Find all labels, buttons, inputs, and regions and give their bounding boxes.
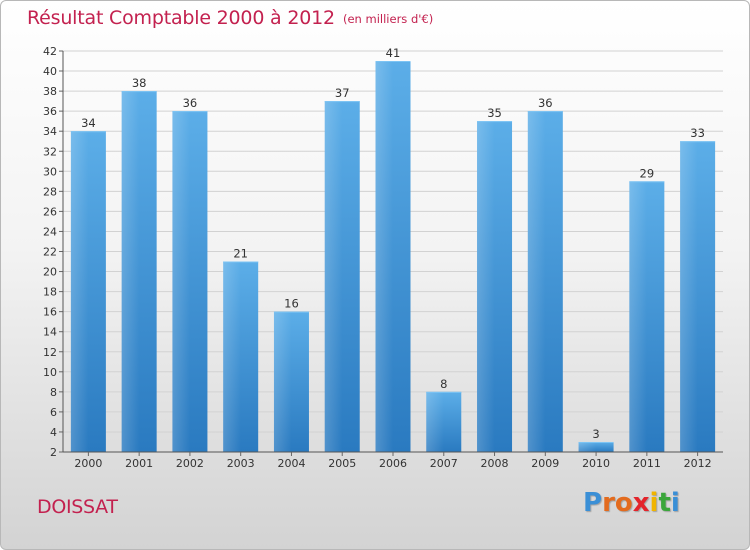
y-tick-label: 32 xyxy=(43,145,57,158)
y-tick-label: 36 xyxy=(43,105,57,118)
chart-unit: (en milliers d'€) xyxy=(343,12,434,26)
x-tick-label: 2003 xyxy=(227,457,255,470)
y-tick-label: 14 xyxy=(43,326,57,339)
y-tick-label: 8 xyxy=(50,386,57,399)
x-tick-label: 2005 xyxy=(328,457,356,470)
y-tick-label: 6 xyxy=(50,406,57,419)
data-label: 35 xyxy=(487,106,502,120)
data-label: 8 xyxy=(440,377,447,391)
bar-highlight xyxy=(223,261,241,452)
y-tick-label: 42 xyxy=(43,45,57,58)
logo-letter: t xyxy=(658,488,671,518)
x-tick-label: 2001 xyxy=(125,457,153,470)
y-tick-label: 12 xyxy=(43,346,57,359)
y-tick-label: 28 xyxy=(43,185,57,198)
y-tick-label: 38 xyxy=(43,85,57,98)
y-tick-label: 24 xyxy=(43,225,57,238)
x-tick-label: 2002 xyxy=(176,457,204,470)
bar-highlight xyxy=(629,181,647,452)
place-name: DOISSAT xyxy=(37,496,118,518)
logo-letter: r xyxy=(602,488,615,518)
data-label: 3 xyxy=(592,427,599,441)
y-tick-label: 34 xyxy=(43,125,57,138)
bar-highlight xyxy=(273,311,292,452)
y-tick-label: 10 xyxy=(43,366,57,379)
bar-highlight xyxy=(680,141,698,452)
y-tick-label: 16 xyxy=(43,306,57,319)
x-tick-label: 2009 xyxy=(531,457,559,470)
x-tick-label: 2012 xyxy=(684,457,712,470)
y-tick-label: 40 xyxy=(43,65,57,78)
logo-letter: i xyxy=(649,488,659,518)
data-label: 38 xyxy=(132,76,147,90)
bar-highlight xyxy=(121,91,140,452)
proxiti-logo: Proxiti xyxy=(583,488,680,518)
data-label: 36 xyxy=(183,96,198,110)
y-tick-label: 18 xyxy=(43,286,57,299)
bar-highlight xyxy=(172,111,190,453)
bar-highlight xyxy=(527,111,546,453)
data-label: 41 xyxy=(386,46,401,60)
data-label: 36 xyxy=(538,96,553,110)
bar-highlight xyxy=(70,131,89,452)
y-tick-label: 30 xyxy=(43,165,57,178)
bar-highlight xyxy=(324,101,343,452)
y-tick-label: 26 xyxy=(43,205,57,218)
bar-highlight xyxy=(375,61,393,453)
bar-highlight xyxy=(426,391,444,452)
data-label: 21 xyxy=(233,247,248,261)
bar-highlight xyxy=(477,121,495,453)
x-tick-label: 2008 xyxy=(481,457,509,470)
data-label: 29 xyxy=(640,166,655,180)
data-label: 37 xyxy=(335,86,350,100)
logo-letter: P xyxy=(583,488,603,518)
x-tick-label: 2011 xyxy=(633,457,661,470)
x-tick-label: 2004 xyxy=(277,457,305,470)
y-tick-label: 22 xyxy=(43,246,57,259)
chart-title: Résultat Comptable 2000 à 2012 xyxy=(27,7,335,29)
bar-highlight xyxy=(578,441,597,452)
data-label: 34 xyxy=(81,116,96,130)
data-label: 16 xyxy=(284,297,299,311)
y-tick-label: 2 xyxy=(50,446,57,459)
x-tick-label: 2010 xyxy=(582,457,610,470)
x-tick-label: 2000 xyxy=(74,457,102,470)
x-tick-label: 2006 xyxy=(379,457,407,470)
logo-letter: o xyxy=(614,488,633,518)
logo-letter: x xyxy=(632,488,650,518)
data-label: 33 xyxy=(690,126,705,140)
logo-letter: i xyxy=(670,488,680,518)
y-tick-label: 4 xyxy=(50,426,57,439)
y-tick-label: 20 xyxy=(43,266,57,279)
x-tick-label: 2007 xyxy=(430,457,458,470)
